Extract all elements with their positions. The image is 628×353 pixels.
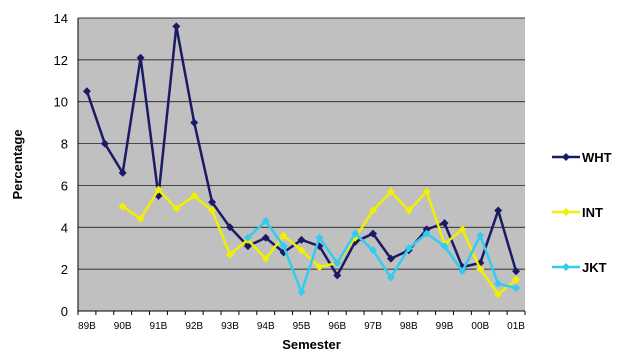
data-point	[386, 187, 395, 196]
x-tick-label: 89B	[78, 321, 96, 332]
data-point	[154, 185, 163, 194]
y-tick-label: 8	[61, 137, 68, 152]
data-point	[279, 231, 288, 240]
series-int	[118, 185, 521, 299]
data-point	[512, 267, 521, 276]
series-jkt	[243, 217, 521, 297]
y-tick-label: 14	[54, 11, 68, 26]
data-point	[369, 246, 378, 255]
data-point	[351, 229, 360, 238]
series-line	[247, 219, 517, 294]
data-point	[333, 271, 342, 280]
y-tick-label: 10	[54, 95, 68, 110]
data-point	[369, 206, 378, 215]
data-point	[208, 206, 217, 215]
data-point	[512, 283, 521, 292]
data-point	[315, 233, 324, 242]
data-point	[225, 223, 234, 232]
data-point	[172, 22, 181, 31]
data-point	[315, 263, 324, 272]
data-point	[440, 219, 449, 228]
data-point	[136, 53, 145, 62]
data-point	[261, 233, 270, 242]
data-point	[243, 233, 252, 242]
data-point	[261, 254, 270, 263]
data-point	[386, 273, 395, 282]
data-point	[422, 229, 431, 238]
data-point	[297, 235, 306, 244]
data-point	[243, 242, 252, 251]
legend-label: WHT	[582, 150, 612, 165]
data-point	[476, 265, 485, 274]
data-point	[404, 244, 413, 253]
legend-label: INT	[582, 205, 603, 220]
data-point	[279, 242, 288, 251]
x-tick-label: 96B	[328, 321, 346, 332]
data-point	[422, 187, 431, 196]
x-tick-label: 91B	[150, 321, 168, 332]
data-point	[297, 246, 306, 255]
y-tick-label: 2	[61, 262, 68, 277]
x-tick-label: 99B	[436, 321, 454, 332]
x-tick-label: 01B	[507, 321, 525, 332]
data-point	[458, 225, 467, 234]
y-tick-label: 12	[54, 53, 68, 68]
x-axis-title: Semester	[282, 337, 341, 352]
legend-item-int: INT	[552, 205, 603, 220]
data-point	[476, 231, 485, 240]
data-point	[190, 191, 199, 200]
axes	[77, 18, 526, 315]
x-tick-labels: 89B 90B 91B 92B 93B 94B 95B 96B 97B 98B 99B 00B 01B	[78, 321, 525, 332]
y-tick-labels: 0 2 4 6 8 10 12 14	[54, 11, 68, 319]
data-point	[208, 198, 217, 207]
legend: WHT INT JKT	[552, 150, 612, 275]
legend-marker	[562, 153, 570, 161]
x-tick-label: 00B	[471, 321, 489, 332]
x-tick-label: 92B	[185, 321, 203, 332]
series-lines	[82, 22, 521, 299]
legend-label: JKT	[582, 260, 607, 275]
x-tick-label: 98B	[400, 321, 418, 332]
y-axis-title: Percentage	[10, 129, 25, 199]
legend-marker	[562, 263, 570, 271]
data-point	[82, 87, 91, 96]
y-tick-label: 0	[61, 304, 68, 319]
data-point	[118, 168, 127, 177]
x-tick-label: 95B	[293, 321, 311, 332]
data-point	[404, 206, 413, 215]
x-tick-label: 94B	[257, 321, 275, 332]
x-tick-label: 93B	[221, 321, 239, 332]
data-point	[458, 267, 467, 276]
data-point	[225, 250, 234, 259]
data-point	[118, 202, 127, 211]
x-tick-label: 97B	[364, 321, 382, 332]
y-tick-label: 6	[61, 178, 68, 193]
data-point	[333, 258, 342, 267]
data-point	[386, 254, 395, 263]
legend-item-jkt: JKT	[552, 260, 607, 275]
data-point	[494, 279, 503, 288]
data-point	[422, 225, 431, 234]
data-point	[172, 204, 181, 213]
data-point	[369, 229, 378, 238]
data-point	[100, 139, 109, 148]
y-tick-label: 4	[61, 220, 68, 235]
legend-item-wht: WHT	[552, 150, 612, 165]
data-point	[190, 118, 199, 127]
data-point	[297, 288, 306, 297]
legend-marker	[562, 208, 570, 216]
data-point	[494, 206, 503, 215]
data-point	[512, 275, 521, 284]
data-point	[261, 217, 270, 226]
data-point	[494, 290, 503, 299]
data-point	[136, 214, 145, 223]
data-point	[440, 242, 449, 251]
plot-area	[78, 18, 525, 311]
x-tick-label: 90B	[114, 321, 132, 332]
